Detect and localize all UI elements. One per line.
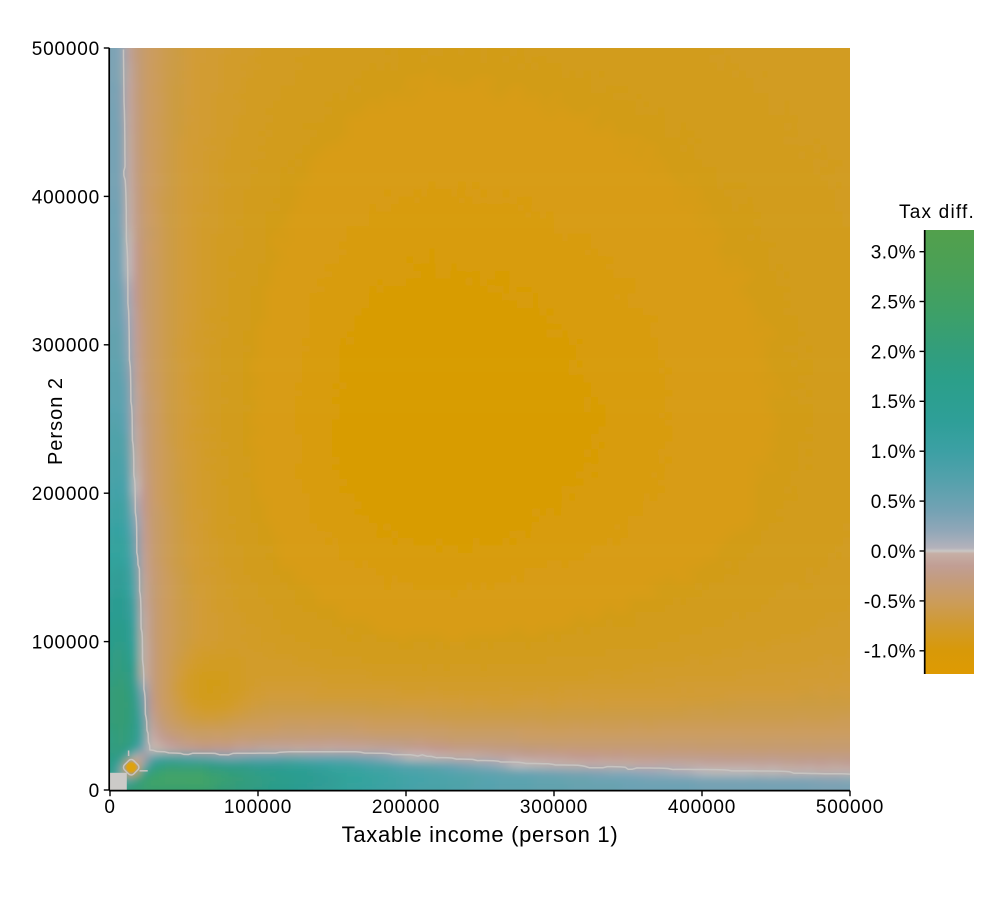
svg-text:400000: 400000 [668,797,736,818]
svg-text:Tax diff.: Tax diff. [899,202,975,223]
svg-text:0: 0 [104,797,115,818]
svg-text:400000: 400000 [32,187,100,208]
svg-text:100000: 100000 [224,797,292,818]
svg-text:0.0%: 0.0% [871,542,916,563]
svg-text:Taxable income (person 1): Taxable income (person 1) [342,822,619,847]
svg-text:1.0%: 1.0% [871,442,916,463]
svg-text:100000: 100000 [32,633,100,654]
svg-text:200000: 200000 [32,484,100,505]
svg-text:Person 2: Person 2 [45,377,67,465]
svg-text:-0.5%: -0.5% [864,592,916,613]
svg-text:500000: 500000 [816,797,884,818]
svg-text:0.5%: 0.5% [871,492,916,513]
svg-text:2.5%: 2.5% [871,292,916,313]
svg-text:500000: 500000 [32,39,100,60]
svg-text:-1.0%: -1.0% [864,642,916,663]
svg-text:200000: 200000 [372,797,440,818]
svg-text:1.5%: 1.5% [871,392,916,413]
svg-text:300000: 300000 [520,797,588,818]
svg-text:300000: 300000 [32,336,100,357]
svg-text:3.0%: 3.0% [871,243,916,264]
svg-text:2.0%: 2.0% [871,342,916,363]
svg-text:0: 0 [89,781,100,802]
